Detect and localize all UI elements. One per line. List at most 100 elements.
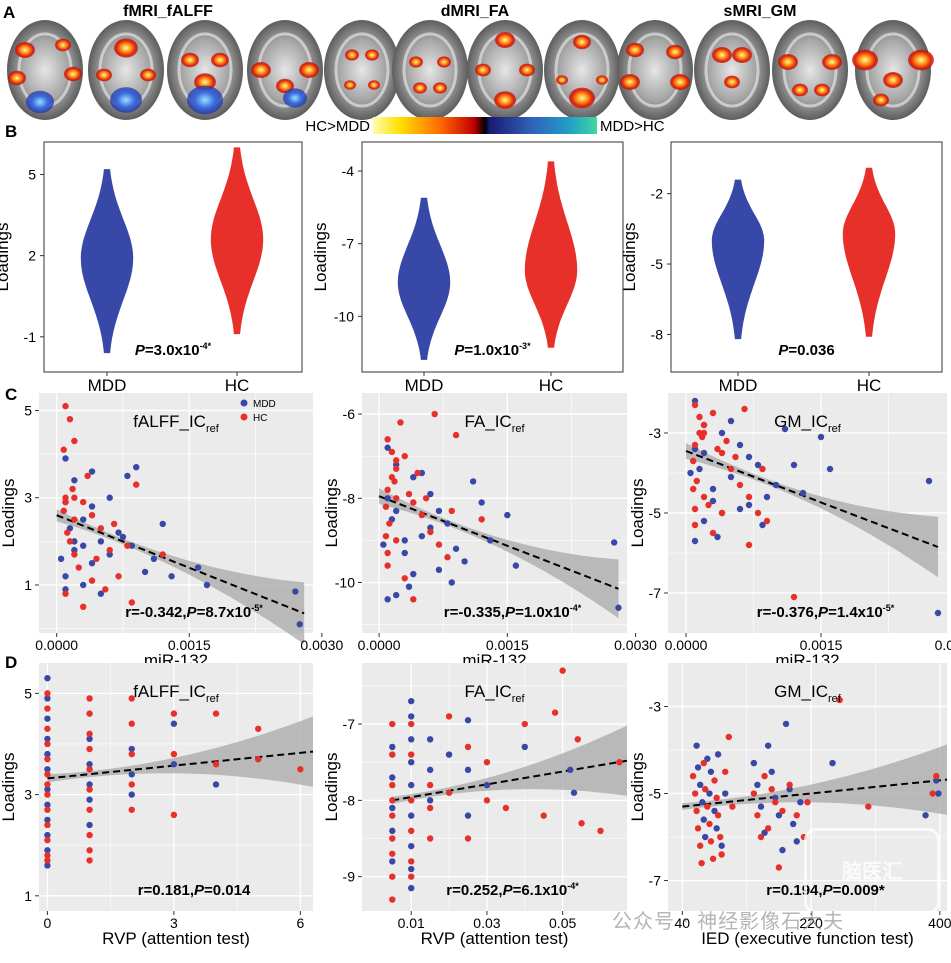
point-hc [255,755,262,763]
chart-b3: -2 -5 -8 MDD HC Loadings P=0.036 [620,141,943,395]
point-mdd [119,533,127,541]
annotation-exponent: -4 [200,341,208,351]
point-mdd [128,771,135,778]
point-mdd [790,461,798,469]
point-mdd [745,501,753,509]
point-hc [757,833,765,841]
point-hc [691,521,699,529]
activation-blob-hot [724,75,740,89]
point-hc [388,474,396,481]
point-mdd [426,736,434,743]
point-mdd [384,444,391,451]
annotation-star: * [578,603,582,613]
activation-blob-hot [626,42,644,58]
point-mdd [194,564,202,571]
y-tick-label: -8 [343,490,356,506]
activation-blob-hot [573,34,591,50]
point-hc [764,825,772,832]
point-mdd [487,537,494,544]
point-mdd [761,829,768,836]
point-hc [408,751,415,758]
activation-blob-hot [666,44,684,60]
point-mdd [392,591,400,599]
point-hc [718,449,726,457]
point-hc [779,807,786,815]
point-hc [71,551,78,558]
point-mdd [768,768,775,775]
point-hc [706,820,713,828]
point-mdd [922,812,929,819]
point-mdd [408,697,415,705]
point-hc [212,710,220,717]
y-tick-label: 5 [24,685,32,701]
point-mdd [722,790,729,797]
chart-title: GM_ICref [774,682,842,705]
point-mdd [694,764,702,771]
point-hc [689,772,697,780]
annotation-star: * [527,341,531,351]
panel-letter-c: C [5,385,17,404]
point-mdd [435,566,443,574]
point-mdd [615,604,622,611]
point-mdd [170,720,178,727]
regression-line [56,514,305,615]
point-hc [696,842,704,849]
point-mdd [79,581,87,589]
point-hc [60,507,67,515]
point-mdd [97,590,105,597]
point-mdd [504,511,511,519]
point-hc [44,690,51,697]
point-hc [722,768,729,775]
y-tick-label: -1 [24,329,37,345]
point-hc [483,759,491,766]
annotation-exponent: -5 [883,603,891,613]
brain-white-matter [402,32,458,108]
point-mdd [392,507,400,515]
point-hc [696,413,703,421]
point-hc [759,465,766,473]
point-mdd [44,847,51,854]
legend-label-mdd: MDD [253,399,276,410]
y-tick-label: 1 [24,888,32,904]
point-hc [389,896,396,903]
panel-letter-d: D [5,653,17,672]
point-hc [384,486,391,494]
point-mdd [71,538,78,545]
point-mdd [610,539,618,546]
chart-title-subscript: ref [512,693,526,705]
point-hc [93,555,100,563]
point-hc [86,786,93,793]
chart-c3: -3-5-70.00000.00150.0030miR-132LoadingsG… [628,393,951,670]
point-mdd [435,507,443,515]
y-tick-label: -7 [342,236,355,252]
x-tick-label: 0.01 [398,915,425,931]
annotation-value: =6.1x10 [513,882,568,899]
brain-slice-montage: A fMRI_fALFF dMRI_FA sMRI_GM [3,3,934,120]
point-hc [386,520,393,527]
point-hc [445,789,453,796]
violin-hc [210,147,264,335]
point-hc [88,511,96,519]
point-hc [410,499,417,506]
y-tick-label: -10 [335,574,355,590]
point-hc [86,710,93,717]
modality-label-fmri: fMRI_fALFF [123,3,213,20]
point-hc [44,781,51,788]
point-hc [408,858,415,865]
activation-blob-cold [283,88,307,108]
point-mdd [750,759,758,767]
annotation-p-symbol: P [818,604,829,621]
point-mdd [292,588,299,595]
point-mdd [106,494,113,501]
point-hc [865,803,872,810]
point-mdd [782,720,790,728]
point-mdd [88,468,96,475]
modality-label-dmri: dMRI_FA [441,3,510,20]
point-hc [389,781,396,789]
point-mdd [44,766,51,773]
activation-blob-hot [475,63,491,77]
confidence-band [682,744,947,815]
point-mdd [691,537,699,545]
chart-title: FA_ICref [464,412,525,435]
annotation-star: * [575,881,579,891]
